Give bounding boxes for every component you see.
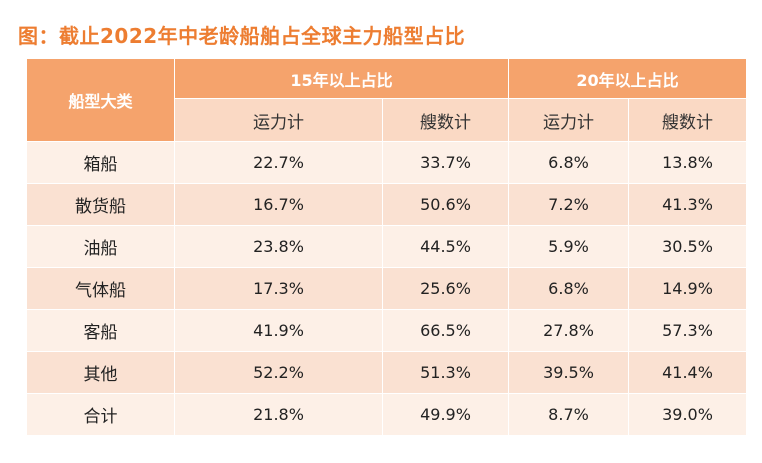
row-label: 客船 (26, 309, 175, 352)
row-label: 油船 (26, 225, 175, 268)
table-row: 气体船 17.3% 25.6% 6.8% 14.9% (26, 267, 747, 310)
row-label: 其他 (26, 351, 175, 394)
table-cell: 5.9% (508, 225, 629, 268)
header-15-years: 15年以上占比 (174, 58, 509, 99)
table-cell: 21.8% (174, 393, 383, 436)
row-label: 合计 (26, 393, 175, 436)
table-cell: 44.5% (382, 225, 509, 268)
table-row: 油船 23.8% 44.5% 5.9% 30.5% (26, 225, 747, 268)
figure-title: 图：截止2022年中老龄船舶占全球主力船型占比 (18, 24, 466, 48)
row-label: 箱船 (26, 141, 175, 184)
subheader-capacity-15: 运力计 (174, 98, 383, 142)
table-cell: 39.5% (508, 351, 629, 394)
table-cell: 6.8% (508, 141, 629, 184)
table-cell: 50.6% (382, 183, 509, 226)
subheader-capacity-20: 运力计 (508, 98, 629, 142)
table-cell: 13.8% (628, 141, 747, 184)
table-cell: 22.7% (174, 141, 383, 184)
table-cell: 39.0% (628, 393, 747, 436)
table-row: 其他 52.2% 51.3% 39.5% 41.4% (26, 351, 747, 394)
header-20-years: 20年以上占比 (508, 58, 747, 99)
subheader-count-15: 艘数计 (382, 98, 509, 142)
ship-age-table: 船型大类 15年以上占比 20年以上占比 运力计 艘数计 运力计 艘数计 箱船 … (26, 58, 747, 436)
table-cell: 51.3% (382, 351, 509, 394)
table-cell: 14.9% (628, 267, 747, 310)
table-cell: 23.8% (174, 225, 383, 268)
row-label: 散货船 (26, 183, 175, 226)
table-cell: 27.8% (508, 309, 629, 352)
table-cell: 66.5% (382, 309, 509, 352)
table-cell: 41.3% (628, 183, 747, 226)
header-ship-type: 船型大类 (26, 58, 175, 142)
table-cell: 41.4% (628, 351, 747, 394)
table-cell: 41.9% (174, 309, 383, 352)
table-cell: 30.5% (628, 225, 747, 268)
table-cell: 33.7% (382, 141, 509, 184)
table-cell: 57.3% (628, 309, 747, 352)
row-label: 气体船 (26, 267, 175, 310)
table-cell: 49.9% (382, 393, 509, 436)
table-row: 客船 41.9% 66.5% 27.8% 57.3% (26, 309, 747, 352)
table-cell: 52.2% (174, 351, 383, 394)
table-cell: 7.2% (508, 183, 629, 226)
table-cell: 16.7% (174, 183, 383, 226)
table-cell: 8.7% (508, 393, 629, 436)
table-cell: 6.8% (508, 267, 629, 310)
table-cell: 25.6% (382, 267, 509, 310)
subheader-count-20: 艘数计 (628, 98, 747, 142)
table-row: 合计 21.8% 49.9% 8.7% 39.0% (26, 393, 747, 436)
table-row: 箱船 22.7% 33.7% 6.8% 13.8% (26, 141, 747, 184)
table-cell: 17.3% (174, 267, 383, 310)
table-row: 散货船 16.7% 50.6% 7.2% 41.3% (26, 183, 747, 226)
